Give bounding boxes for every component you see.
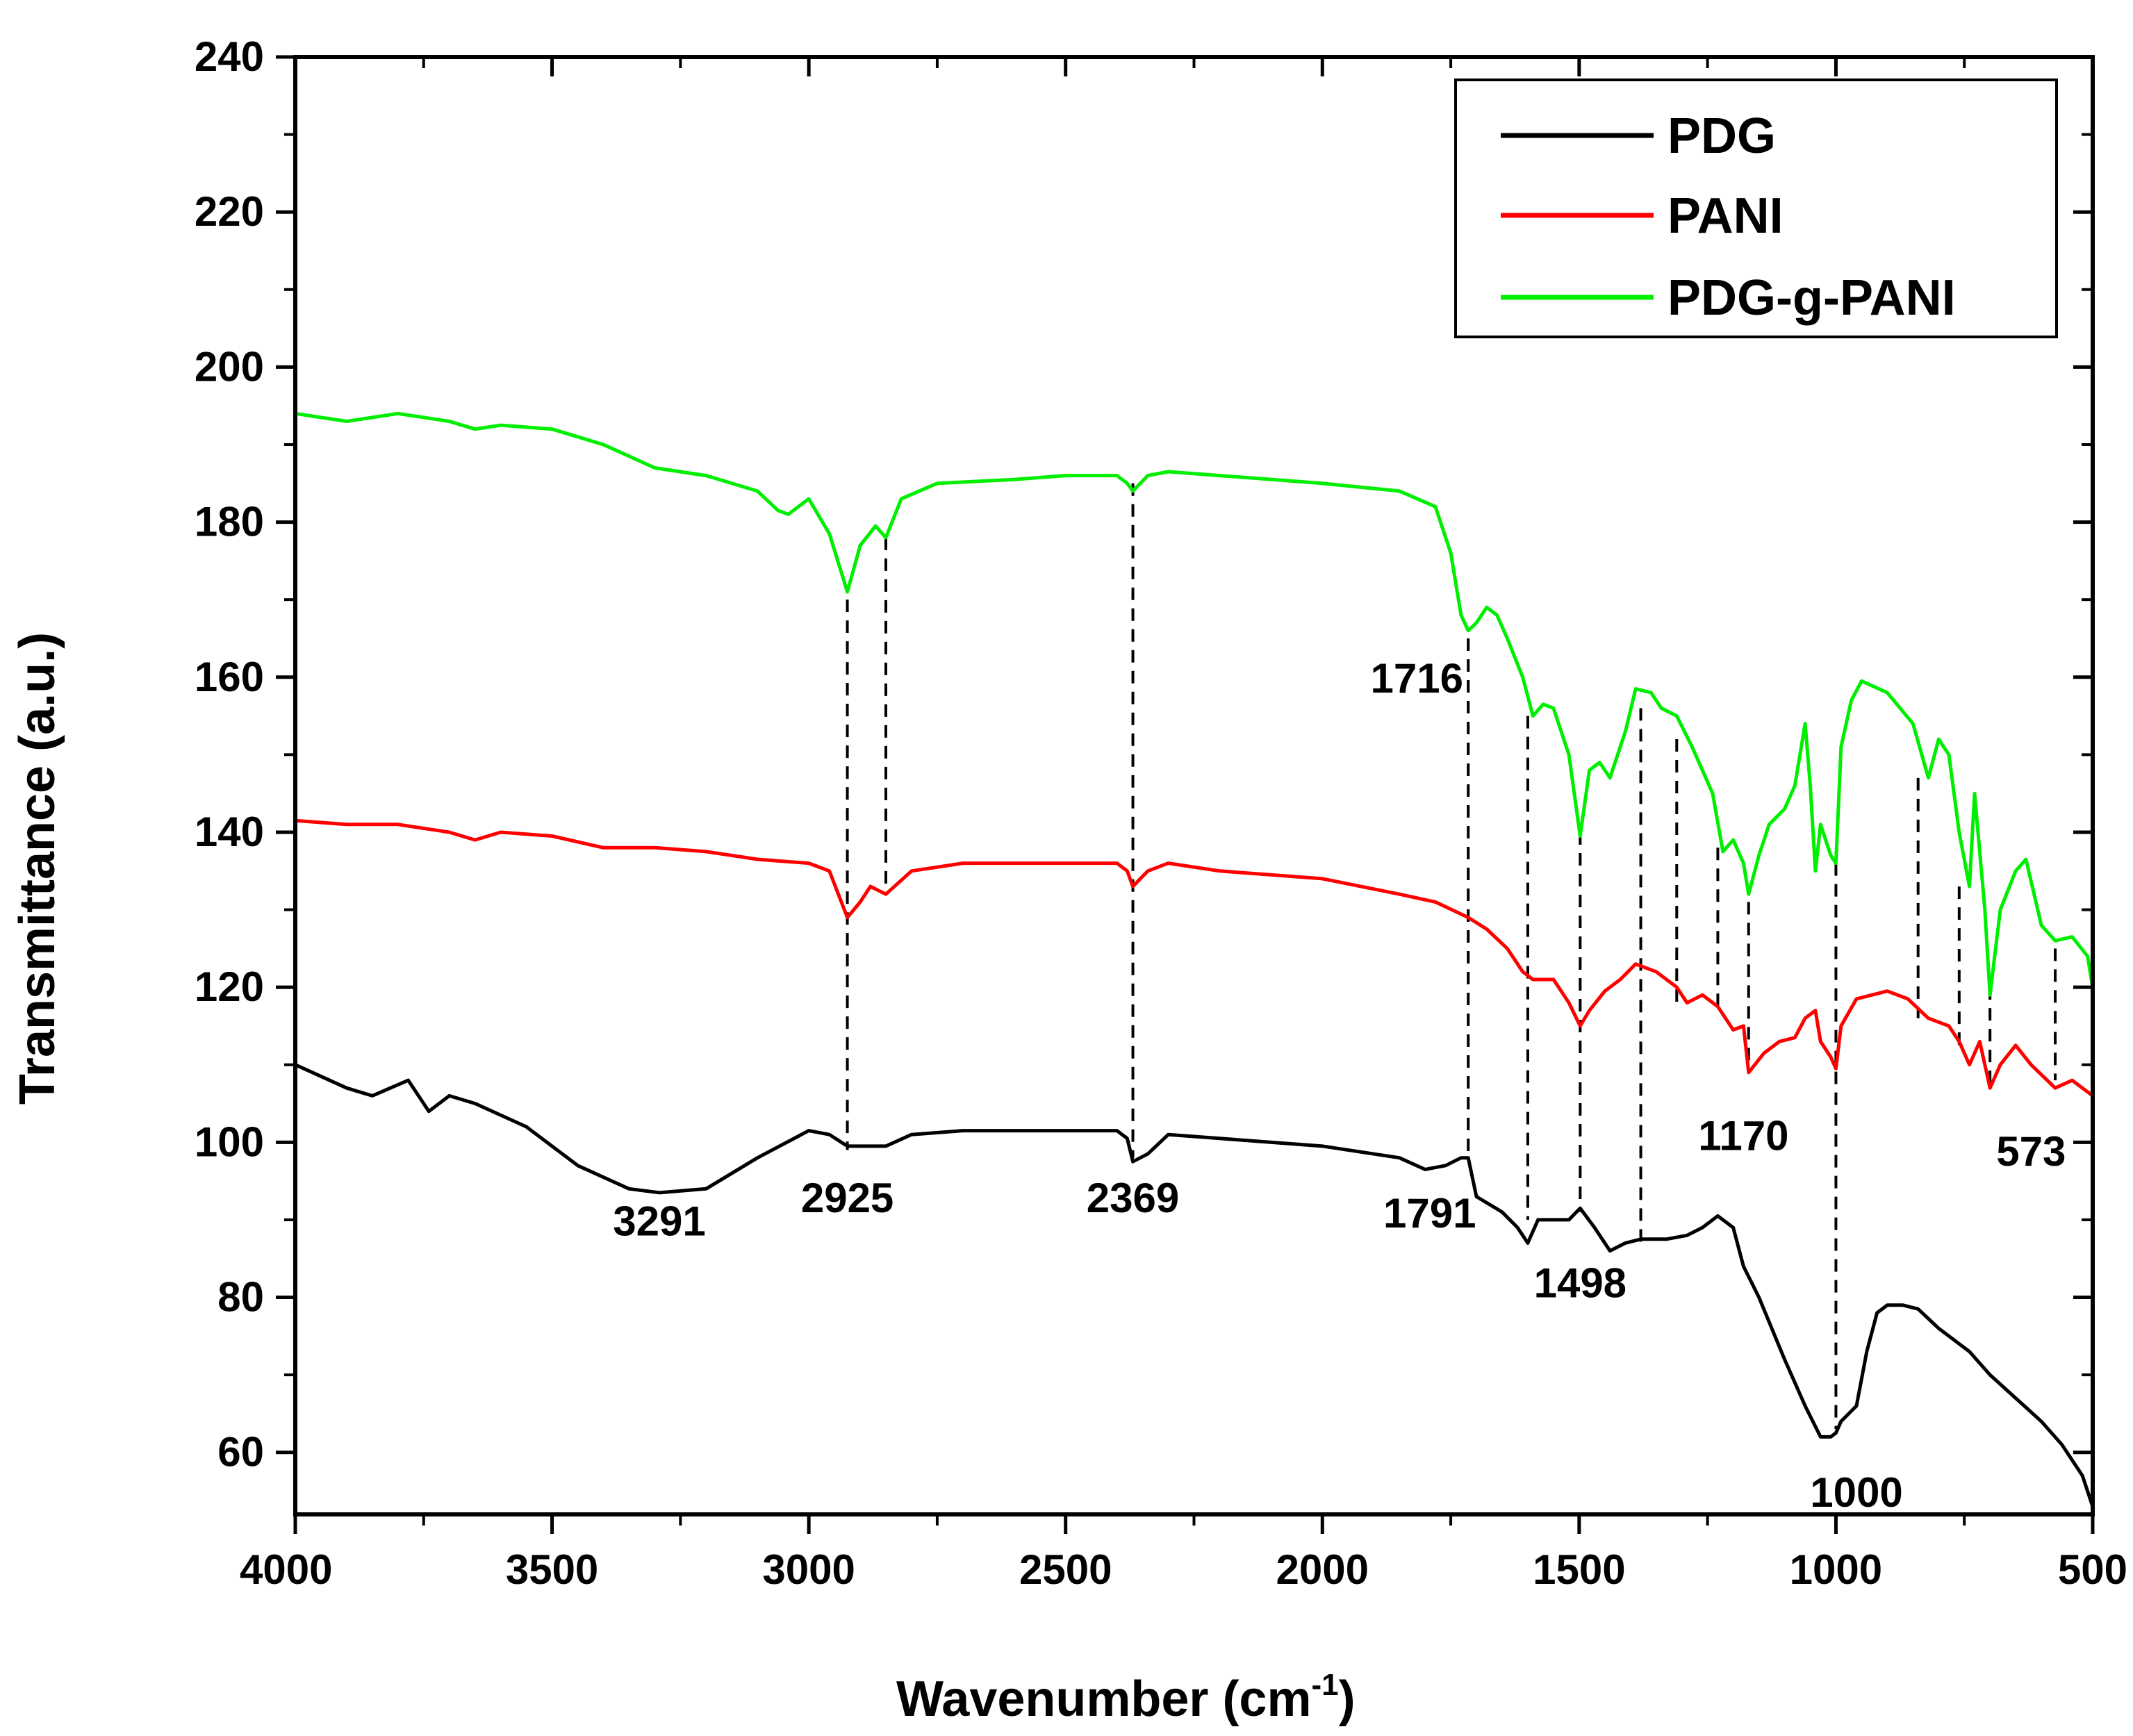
x-tick-label-1500: 1500: [1533, 1546, 1625, 1593]
series-line-pdg: [294, 1063, 2095, 1507]
x-tick-label-500: 500: [2058, 1546, 2127, 1593]
legend-label-pdg: PDG: [1667, 108, 1776, 164]
annotation-1716: 1716: [1371, 655, 1463, 702]
annotation-3291: 3291: [613, 1198, 705, 1244]
y-tick-label-220: 220: [195, 188, 264, 235]
legend-box: [1454, 78, 2058, 338]
series-line-pani: [295, 818, 2094, 1098]
annotation-1498: 1498: [1534, 1260, 1626, 1307]
x-tick-label-1000: 1000: [1790, 1546, 1882, 1593]
guide-lines: [846, 483, 2057, 1430]
x-tick-label-2000: 2000: [1276, 1546, 1369, 1593]
y-axis-title: Transmittance (a.u.): [10, 632, 65, 1105]
legend-label-pani: PANI: [1667, 188, 1784, 244]
annotation-573: 573: [1996, 1128, 2066, 1175]
legend: PDG PANI PDG-g-PANI: [1454, 78, 2058, 338]
axes: 4000 3500 3000 2500 2000 1500 1000 500 60 80 100 12…: [195, 33, 2127, 1593]
x-tick-label-2500: 2500: [1019, 1546, 1112, 1593]
y-tick-label-120: 120: [195, 964, 264, 1010]
x-axis-title-superscript: -1: [1311, 1668, 1338, 1702]
x-axis-title: Wavenumber (cm-1): [896, 1668, 1356, 1727]
x-axis-title-close: ): [1339, 1671, 1356, 1727]
annotation-1170: 1170: [1698, 1113, 1788, 1159]
x-axis-title-main: Wavenumber (cm: [896, 1671, 1311, 1727]
x-tick-label-4000: 4000: [240, 1546, 332, 1593]
x-tick-label-3000: 3000: [762, 1546, 855, 1593]
series-line-pdg-g-pani: [295, 411, 2095, 997]
x-tick-label-3500: 3500: [506, 1546, 598, 1593]
y-tick-label-100: 100: [195, 1118, 264, 1165]
annotation-1791: 1791: [1383, 1190, 1476, 1237]
y-tick-label-240: 240: [195, 33, 264, 80]
annotation-2925: 2925: [801, 1175, 893, 1221]
legend-label-pdg-g-pani: PDG-g-PANI: [1667, 270, 1956, 326]
y-tick-label-200: 200: [195, 343, 264, 390]
y-tick-label-60: 60: [217, 1429, 264, 1475]
y-tick-label-80: 80: [217, 1274, 264, 1321]
y-tick-label-140: 140: [195, 809, 264, 855]
annotations: 3291 2925 2369 1791 1498 1716 1170 573 1000: [613, 655, 2066, 1516]
annotation-1000: 1000: [1810, 1469, 1902, 1516]
y-tick-label-180: 180: [195, 499, 264, 545]
y-tick-label-160: 160: [195, 654, 264, 700]
annotation-2369: 2369: [1087, 1175, 1179, 1221]
series-layer: [294, 411, 2095, 1507]
